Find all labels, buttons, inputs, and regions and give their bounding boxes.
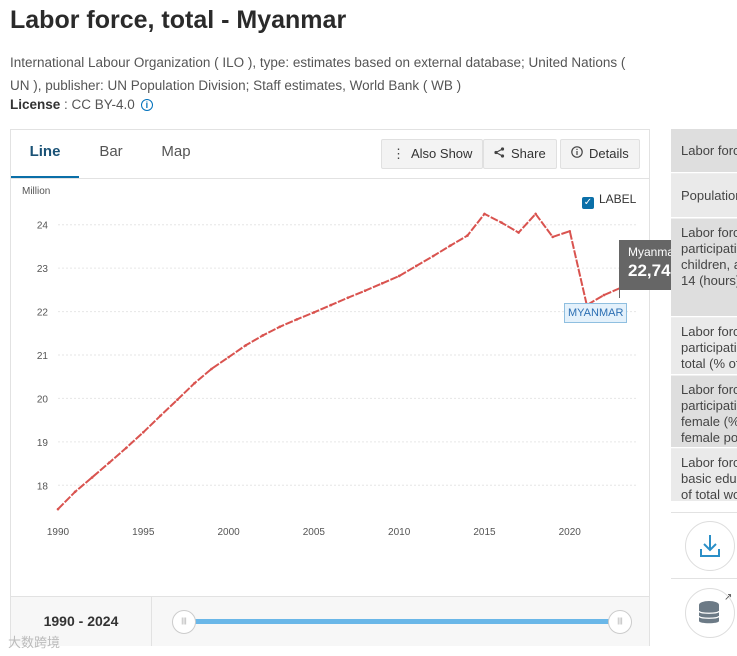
data-point (176, 398, 179, 402)
data-point (278, 325, 282, 329)
license-line: License : CC BY-4.0 i (10, 97, 153, 112)
y-tick-label: 18 (37, 481, 49, 492)
sidebar-item-children[interactable]: Labor force participation rate, children… (671, 219, 737, 317)
data-point (295, 318, 299, 321)
checkbox-checked-icon[interactable]: ✓ (582, 197, 594, 209)
y-tick-label: 20 (37, 394, 49, 405)
license-value: : CC BY-4.0 (60, 97, 135, 112)
data-point (363, 289, 367, 293)
range-start-handle[interactable]: ||| (172, 610, 196, 634)
data-point (346, 296, 350, 299)
data-point (380, 282, 384, 285)
y-tick-label: 22 (37, 308, 49, 319)
data-point (107, 461, 111, 464)
y-tick-label: 23 (37, 264, 49, 275)
x-tick-label: 2000 (217, 527, 240, 538)
range-slider-track[interactable] (193, 619, 619, 624)
share-icon (494, 146, 505, 161)
data-point (483, 212, 486, 216)
range-end-handle[interactable]: ||| (608, 610, 632, 634)
x-tick-label: 2020 (559, 527, 582, 538)
license-label: License (10, 97, 61, 112)
more-vertical-icon: ⋮ (392, 146, 405, 161)
x-tick-label: 2010 (388, 527, 411, 538)
data-point (449, 244, 452, 247)
data-point (500, 221, 503, 224)
sidebar-divider (671, 578, 737, 579)
data-point (312, 311, 316, 314)
data-point (210, 367, 213, 371)
date-range-text: 1990 - 2024 (11, 597, 152, 646)
data-point (397, 274, 401, 278)
databank-button[interactable] (685, 588, 735, 638)
sidebar-item-labor-force[interactable]: Labor force (671, 129, 737, 173)
data-point (517, 231, 520, 234)
y-tick-label: 19 (37, 438, 49, 449)
label-toggle[interactable]: ✓ LABEL (582, 192, 636, 209)
external-link-icon: ↗ (724, 592, 733, 603)
data-point (534, 212, 537, 216)
tab-bar[interactable]: Bar (99, 143, 123, 160)
x-tick-label: 2015 (473, 527, 496, 538)
range-start: 1990 (43, 613, 75, 629)
data-point (466, 234, 469, 237)
sidebar-item-participation-total[interactable]: Labor force participation rate, total (%… (671, 318, 737, 375)
line-chart: 18 19 20 21 22 23 24 1990 1995 2000 2005 2010 2015 20… (37, 212, 642, 538)
related-indicators-sidebar: Labor force Population Labor force parti… (671, 129, 737, 502)
tab-line[interactable]: Line (11, 130, 79, 178)
data-point (568, 229, 572, 233)
sidebar-item-population[interactable]: Population (671, 174, 737, 218)
data-point (159, 414, 162, 418)
sidebar-item-basic-education[interactable]: Labor force with basic education (% of t… (671, 449, 737, 502)
data-point (124, 446, 128, 450)
details-button[interactable]: Details (560, 139, 640, 169)
x-tick-label: 2005 (303, 527, 326, 538)
y-tick-label: 21 (37, 351, 49, 362)
page-title: Labor force, total - Myanmar (10, 6, 347, 34)
also-show-label: Also Show (411, 146, 473, 161)
watermark: 大数跨境 (8, 635, 61, 650)
sidebar-divider (671, 512, 737, 513)
data-point (551, 235, 555, 239)
download-button[interactable] (685, 521, 735, 571)
info-icon[interactable]: i (140, 99, 153, 111)
label-toggle-text: LABEL (599, 192, 637, 206)
share-button[interactable]: Share (483, 139, 557, 169)
data-point (244, 344, 247, 347)
data-point (56, 507, 60, 511)
also-show-button[interactable]: ⋮ Also Show (381, 139, 484, 169)
x-tick-label: 1990 (47, 527, 70, 538)
info-circle-icon (571, 146, 583, 161)
database-icon (698, 601, 720, 624)
date-range-bar: 1990 - 2024 ||| ||| (11, 596, 649, 646)
data-point (193, 381, 196, 385)
chart-tabs: Line Bar Map ⋮ Also Show Share Details (11, 130, 649, 179)
x-tick-label: 1995 (132, 527, 155, 538)
share-label: Share (511, 146, 546, 161)
y-axis-unit: Million (22, 186, 51, 197)
data-point (602, 293, 606, 297)
range-separator: - (74, 613, 88, 629)
tab-map[interactable]: Map (161, 143, 191, 160)
range-end: 2024 (87, 613, 119, 629)
details-label: Details (589, 146, 629, 161)
chart-panel: Line Bar Map ⋮ Also Show Share Details Mi… (10, 129, 650, 646)
data-point (414, 264, 418, 268)
series-line-myanmar (57, 212, 639, 510)
data-point (329, 303, 333, 307)
data-point (431, 254, 435, 258)
tooltip-pointer (619, 290, 620, 298)
data-point (141, 430, 145, 434)
data-point (73, 490, 77, 494)
sidebar-item-participation-female[interactable]: Labor force participation rate, female (… (671, 376, 737, 448)
series-label: MYANMAR (564, 303, 628, 323)
data-point (227, 355, 230, 359)
source-metadata: International Labour Organization ( ILO … (10, 55, 626, 93)
data-point (261, 334, 265, 337)
download-icon (700, 535, 720, 557)
y-tick-label: 24 (37, 221, 49, 232)
data-point (90, 476, 94, 479)
